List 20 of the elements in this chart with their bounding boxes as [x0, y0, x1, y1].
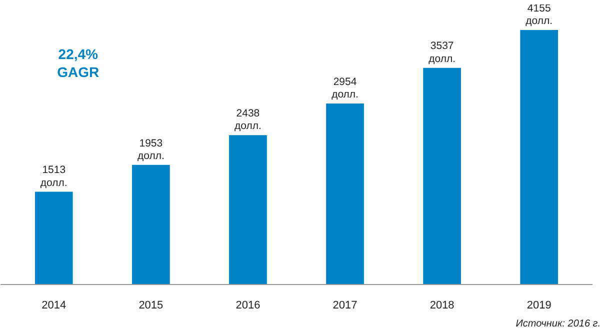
x-tick-label: 2017: [332, 300, 358, 312]
data-label: 2438 долл.: [234, 108, 262, 132]
bar: [34, 192, 73, 284]
x-tick-label: 2015: [138, 300, 164, 312]
data-label: 1513 долл.: [40, 164, 68, 189]
bar: [326, 104, 364, 284]
bar: [229, 135, 267, 284]
text: Источник: 2016 г.: [516, 318, 600, 330]
x-tick-label: 2019: [526, 300, 552, 312]
x-tick-label: 2018: [430, 300, 454, 312]
bar: [520, 30, 558, 284]
data-label: 1953 долл.: [137, 137, 164, 162]
x-tick-label: 2016: [236, 300, 260, 312]
data-label: 4155 долл.: [526, 2, 553, 27]
data-label: 2954 долл.: [332, 76, 358, 101]
annotation: 22,4% GAGR: [57, 46, 100, 80]
bar: [132, 164, 170, 284]
bar: [423, 68, 461, 284]
x-tick-label: 2014: [42, 300, 66, 312]
data-label: 3537 долл.: [428, 40, 456, 65]
